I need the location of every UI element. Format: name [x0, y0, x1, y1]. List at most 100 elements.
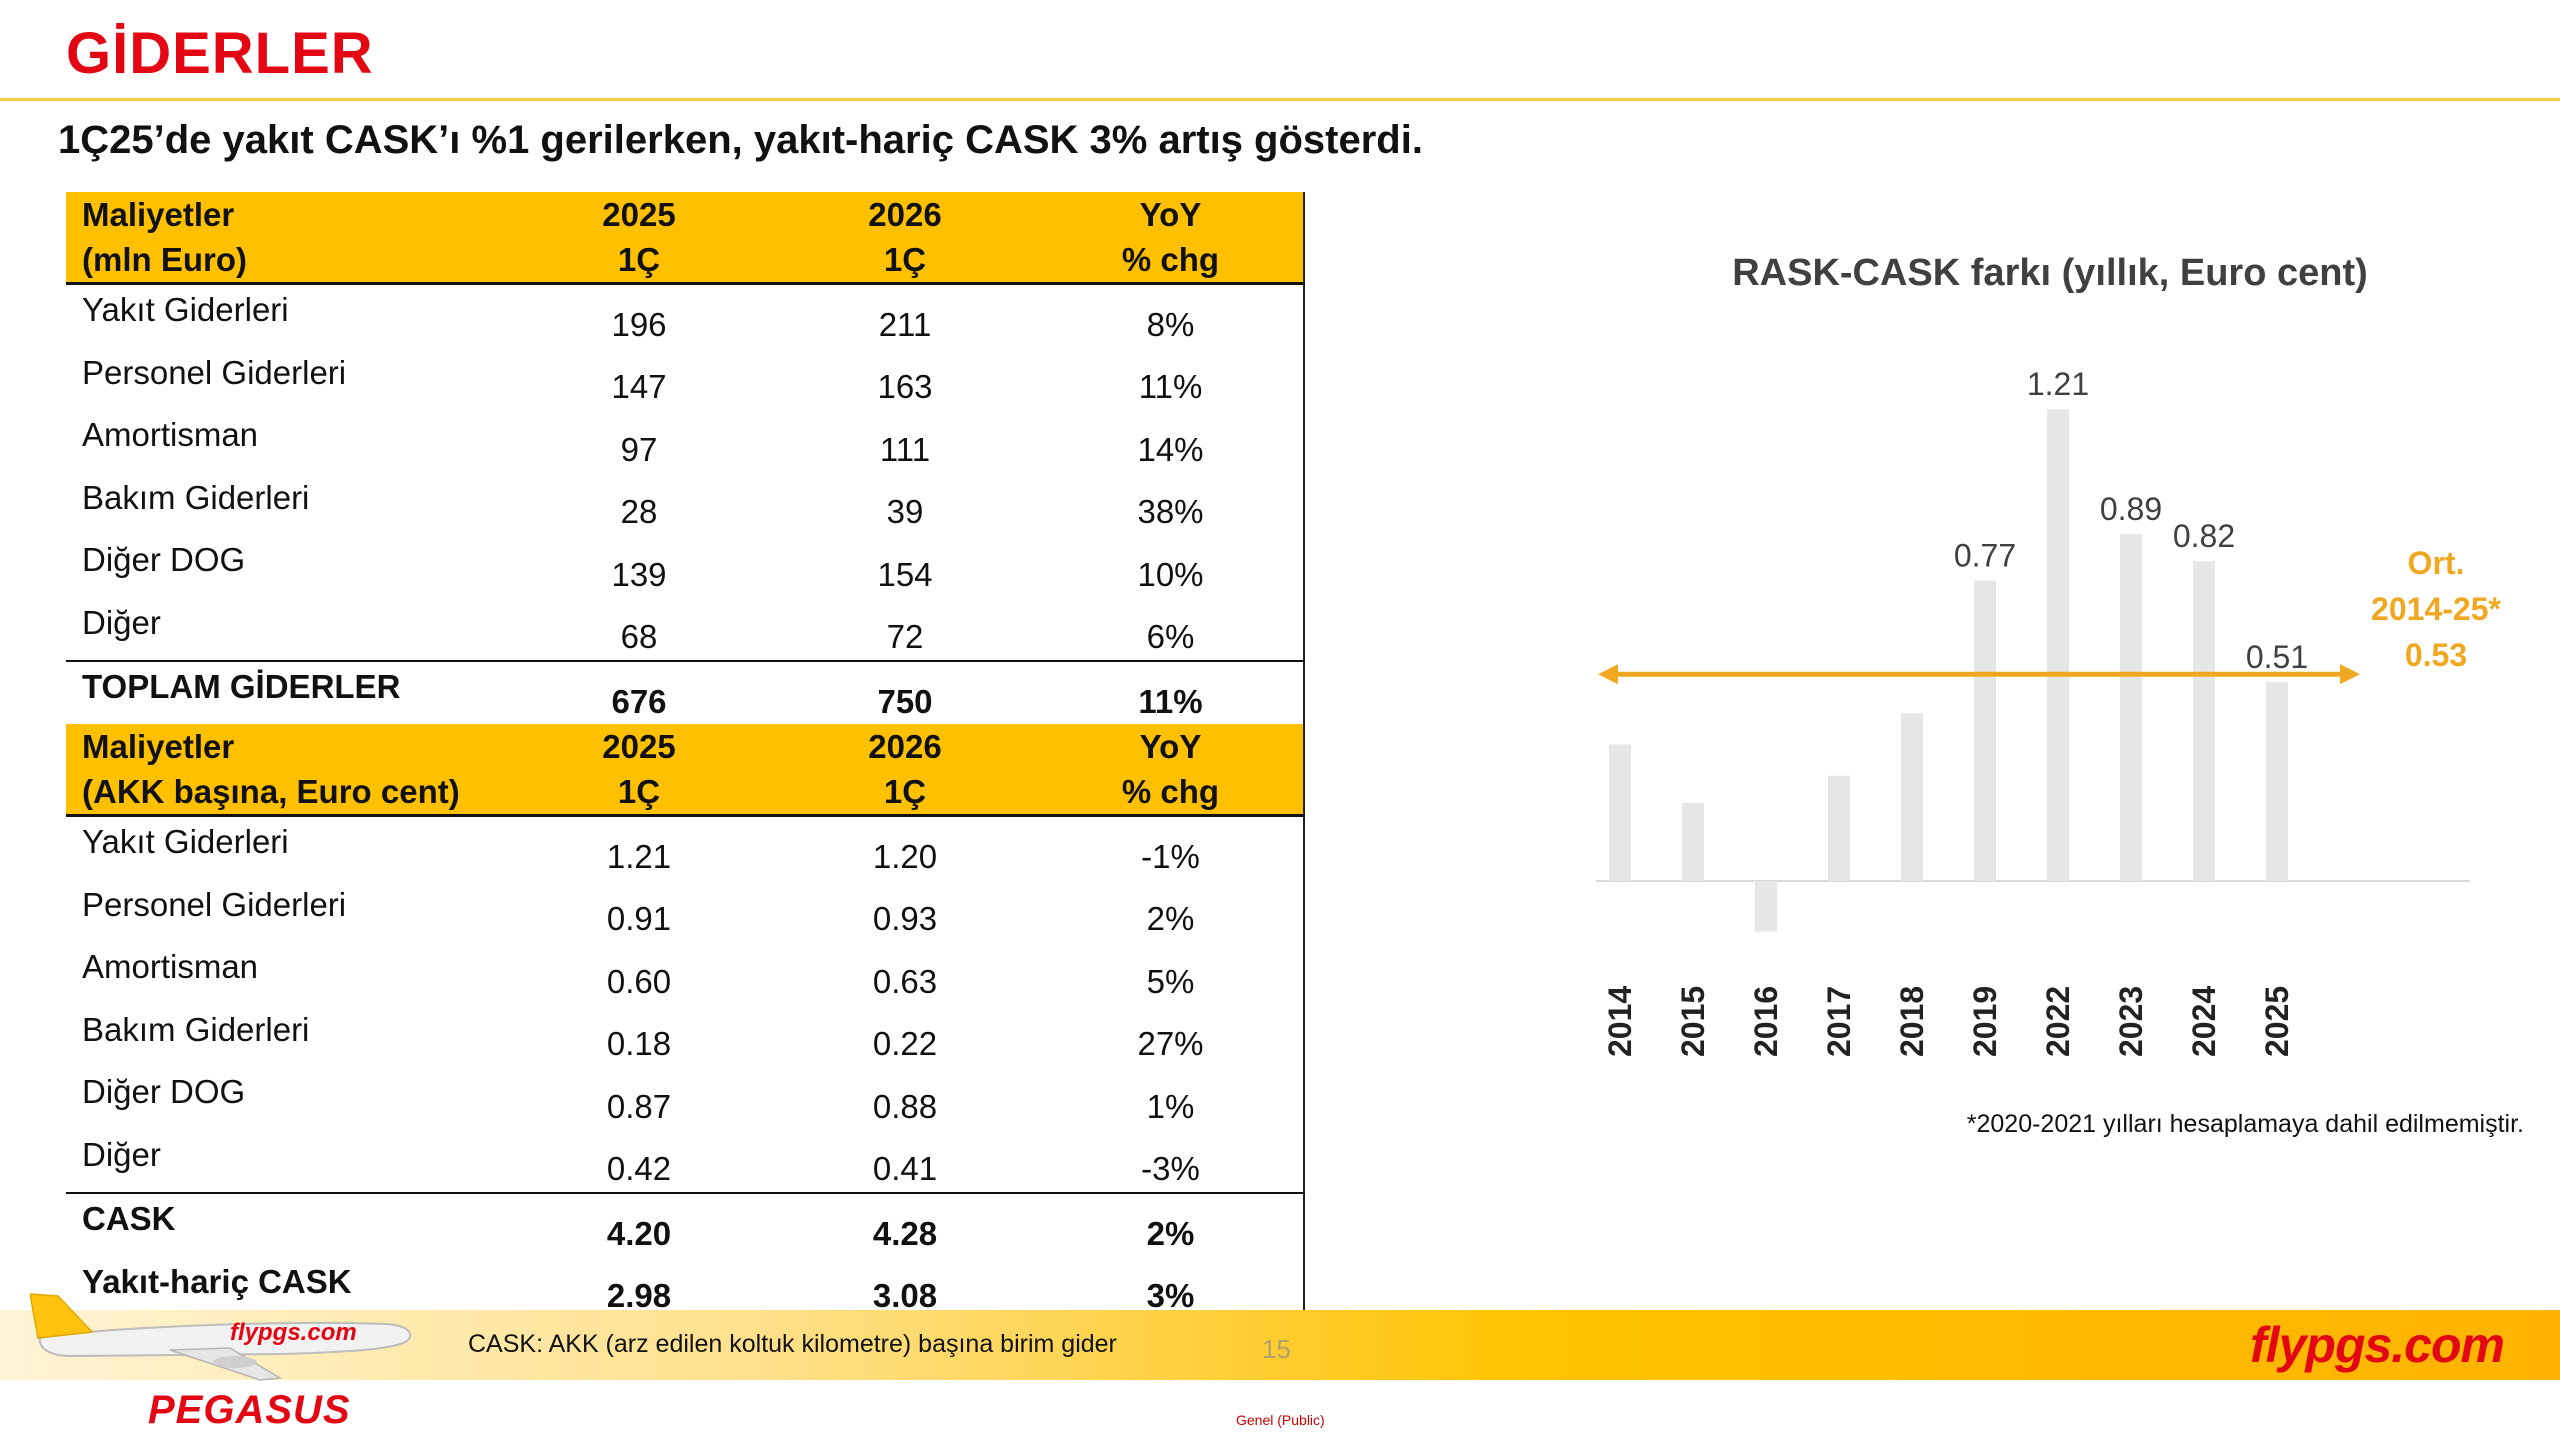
header-cell: 1Ç [772, 237, 1038, 285]
chart-bar [2047, 409, 2069, 881]
cell-yoy: 10% [1137, 555, 1204, 593]
row-label: Diğer [82, 1135, 161, 1173]
page-title: GİDERLER [66, 21, 374, 86]
bar-data-label: 0.77 [1954, 538, 2016, 574]
x-tick-label: 2017 [1821, 986, 1857, 1057]
x-tick-label: 2018 [1894, 986, 1930, 1057]
cell-2025: 2.98 [606, 1277, 672, 1314]
average-label-line1: Ort. [2408, 545, 2465, 581]
cell-2025: 28 [620, 493, 658, 530]
footer-note: CASK: AKK (arz edilen koltuk kilometre) … [468, 1330, 1117, 1358]
cell-yoy: -1% [1141, 837, 1200, 875]
row-label: Yakıt Giderleri [82, 291, 289, 328]
table-row: Diğer 0.42 0.41 -3% [66, 1130, 1304, 1194]
page-subtitle: 1Ç25’de yakıt CASK’ı %1 gerilerken, yakı… [58, 118, 1423, 162]
row-label: TOPLAM GİDERLER [66, 660, 506, 725]
cell-2026: 163 [877, 368, 933, 405]
total-row: Yakıt-hariç CASK 2.98 3.08 3% [66, 1257, 1304, 1320]
flypgs-logo[interactable]: flypgs.com [2250, 1317, 2505, 1373]
chart-bar [1901, 713, 1923, 881]
cell-2025: 0.87 [606, 1087, 672, 1125]
x-tick-label: 2022 [2040, 986, 2076, 1057]
cell-yoy: 11% [1138, 368, 1203, 405]
bar-data-label: 0.82 [2173, 518, 2235, 554]
average-label-line3: 0.53 [2405, 637, 2467, 673]
row-label: Bakım Giderleri [82, 478, 310, 516]
cell-2025: 97 [620, 430, 658, 468]
table-row: Diğer DOG 139 154 10% [66, 535, 1304, 598]
table-row: Bakım Giderleri 28 39 38% [66, 473, 1304, 536]
footer-band [0, 1310, 2560, 1380]
header-cell: % chg [1038, 237, 1304, 285]
header-cell: (AKK başına, Euro cent) [66, 769, 506, 817]
row-label: Diğer DOG [82, 1073, 246, 1110]
row-label: CASK [66, 1192, 506, 1257]
cell-yoy: 5% [1146, 962, 1195, 1000]
cell-2025: 68 [620, 618, 658, 655]
bar-data-label: 0.89 [2100, 491, 2162, 527]
chart-bar [2193, 561, 2215, 881]
cell-yoy: 1% [1146, 1087, 1195, 1125]
page-number: 15 [1262, 1334, 1291, 1364]
bar-data-label: 1.21 [2027, 366, 2089, 402]
table-row: Diğer 68 72 6% [66, 598, 1304, 662]
table-row: Amortisman 0.60 0.63 5% [66, 942, 1304, 1005]
header-cell: 2025 [506, 724, 772, 769]
cell-yoy: 38% [1137, 493, 1204, 530]
header-cell: 2026 [772, 192, 1038, 237]
cell-2026: 3.08 [872, 1277, 938, 1314]
cell-2025: 0.60 [606, 962, 672, 1000]
cell-2026: 1.20 [872, 837, 938, 875]
cell-2026: 111 [879, 430, 931, 468]
cell-2026: 154 [877, 555, 933, 593]
cell-2026: 0.63 [872, 962, 938, 1000]
chart-title: RASK-CASK farkı (yıllık, Euro cent) [1732, 252, 2368, 294]
chart-footnote: *2020-2021 yılları hesaplamaya dahil edi… [1966, 1110, 2524, 1138]
cell-yoy: 14% [1137, 430, 1204, 468]
cell-2025: 0.42 [606, 1150, 672, 1187]
cell-yoy: 11% [1038, 660, 1304, 725]
chart-bar [1682, 803, 1704, 881]
cost-table-per-ask: Maliyetler 2025 2026 YoY (AKK başına, Eu… [66, 724, 1305, 1319]
cell-2026: 39 [886, 493, 924, 530]
cell-yoy: 2% [1038, 1192, 1304, 1257]
header-cell: (mln Euro) [66, 237, 506, 285]
plane-livery-text: flypgs.com [230, 1319, 357, 1346]
cell-2026: 0.93 [872, 900, 938, 937]
average-label-line2: 2014-25* [2371, 591, 2501, 627]
cell-2025: 676 [506, 660, 772, 725]
cell-2025: 1.21 [606, 837, 672, 875]
classification-label: Genel (Public) [1236, 1412, 1325, 1428]
header-cell: Maliyetler [66, 724, 506, 769]
table-row: Personel Giderleri 147 163 11% [66, 348, 1304, 411]
average-arrow-left [1598, 664, 1618, 685]
cell-2025: 4.20 [506, 1192, 772, 1257]
cell-yoy: 3% [1146, 1277, 1195, 1314]
chart-bar [1828, 775, 1850, 881]
row-label: Personel Giderleri [82, 353, 347, 391]
table-row: Yakıt Giderleri 1.21 1.20 -1% [66, 816, 1304, 880]
rask-cask-bar-chart: 2014 2015 2016 2017 2018 0.77 2019 1.21 2022 0.89… [1596, 366, 2501, 1057]
header-cell: Maliyetler [66, 192, 506, 237]
chart-bar [1609, 744, 1631, 881]
bar-data-label: 0.51 [2246, 639, 2308, 675]
row-label: Diğer [82, 603, 161, 641]
header-cell: 1Ç [506, 769, 772, 817]
header-cell: YoY [1038, 724, 1304, 769]
chart-bar [2266, 682, 2288, 881]
row-label: Yakıt Giderleri [82, 823, 289, 860]
cell-2025: 0.18 [606, 1025, 672, 1062]
header-cell: % chg [1038, 769, 1304, 817]
cell-2026: 4.28 [772, 1192, 1038, 1257]
table-row: Amortisman 97 111 14% [66, 410, 1304, 473]
x-tick-label: 2015 [1675, 986, 1711, 1057]
airplane-icon: flypgs.com [30, 1293, 412, 1381]
chart-bar [1755, 881, 1777, 932]
table-row: Personel Giderleri 0.91 0.93 2% [66, 880, 1304, 943]
row-label: Personel Giderleri [82, 885, 347, 923]
header-cell: 2025 [506, 192, 772, 237]
cell-2025: 139 [611, 555, 667, 593]
row-label: Bakım Giderleri [82, 1010, 310, 1048]
cell-2026: 211 [878, 305, 932, 343]
row-label: Amortisman [82, 948, 259, 985]
